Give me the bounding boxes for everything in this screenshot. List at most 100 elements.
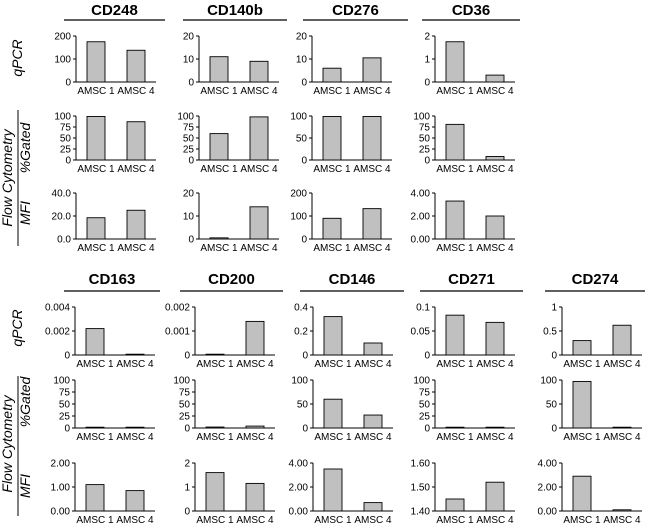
x-tick-label: AMSC 1 — [314, 515, 352, 526]
bar-amsc-1 — [86, 115, 106, 161]
y-tick-label: 10 — [183, 212, 195, 223]
y-tick-label: 0 — [424, 351, 430, 362]
x-tick-label: AMSC 4 — [476, 515, 514, 526]
x-tick-label: AMSC 4 — [354, 359, 392, 370]
y-tick-label: 0 — [301, 78, 307, 89]
x-tick-label: AMSC 4 — [240, 243, 278, 254]
x-tick-label: AMSC 1 — [196, 359, 234, 370]
x-tick-label: AMSC 1 — [77, 243, 115, 254]
y-tick-label: 0 — [184, 507, 190, 518]
y-tick-label: 0 — [302, 351, 308, 362]
panel-cd146-gated: 0 50 100 AMSC 1 AMSC 4 — [291, 376, 393, 443]
bar-amsc-4 — [126, 209, 146, 240]
y-tick-label: 0 — [65, 156, 71, 167]
panel-cd200-mfi: 0 1 2 AMSC 1 AMSC 4 — [184, 459, 275, 526]
panel-cd274-mfi: 0.00 2.00 4.00 AMSC 1 AMSC 4 — [538, 459, 642, 526]
y-tick-label: 75 — [183, 123, 195, 134]
y-tick-label: 100 — [290, 112, 307, 123]
x-tick-label: AMSC 4 — [236, 432, 274, 443]
bar-amsc-1 — [85, 328, 105, 356]
y-tick-label: 0 — [64, 351, 70, 362]
y-tick-label: 50 — [546, 400, 558, 411]
y-tick-label: 2.00 — [411, 212, 431, 223]
row-label-mfi-top: MFI — [17, 201, 33, 225]
panel-cd146-qpcr: 0 0.2 0.4 AMSC 1 AMSC 4 — [294, 303, 393, 370]
bar-amsc-4 — [485, 426, 505, 429]
panel-cd274-gated: 0 50 100 AMSC 1 AMSC 4 — [540, 376, 642, 443]
bar-amsc-1 — [85, 426, 105, 429]
bar-amsc-1 — [445, 314, 465, 356]
bar-amsc-1 — [572, 380, 592, 429]
y-tick-label: 4.00 — [538, 459, 558, 470]
bar-amsc-1 — [445, 41, 465, 83]
y-tick-label: 0.002 — [165, 303, 190, 314]
y-tick-label: 50 — [179, 400, 191, 411]
x-tick-label: AMSC 1 — [436, 243, 474, 254]
x-tick-label: AMSC 4 — [603, 432, 641, 443]
x-tick-label: AMSC 1 — [200, 86, 238, 97]
y-tick-label: 0.4 — [294, 303, 308, 314]
x-tick-label: AMSC 4 — [117, 164, 155, 175]
header-cd271: CD271 — [448, 271, 495, 288]
bar-amsc-4 — [612, 324, 632, 356]
bar-amsc-4 — [363, 414, 383, 429]
y-tick-label: 4.00 — [411, 189, 431, 200]
x-tick-label: AMSC 1 — [196, 432, 234, 443]
bar-amsc-4 — [249, 60, 269, 83]
y-tick-label: 75 — [179, 388, 191, 399]
y-tick-label: 10 — [296, 55, 308, 66]
y-tick-label: 200 — [290, 189, 307, 200]
bar-amsc-4 — [363, 502, 383, 512]
y-tick-label: 0 — [64, 424, 70, 435]
bar-amsc-4 — [245, 482, 265, 512]
bar-amsc-4 — [485, 215, 505, 240]
x-tick-label: AMSC 1 — [563, 432, 601, 443]
panel-cd36-qpcr: 0 1 2 AMSC 1 AMSC 4 — [424, 32, 515, 97]
x-tick-label: AMSC 1 — [77, 86, 115, 97]
x-tick-label: AMSC 4 — [236, 359, 274, 370]
y-tick-label: 0 — [184, 351, 190, 362]
y-tick-label: 100 — [290, 212, 307, 223]
x-tick-label: AMSC 4 — [603, 515, 641, 526]
x-tick-label: AMSC 4 — [353, 164, 391, 175]
y-tick-label: 0.2 — [294, 327, 308, 338]
bar-amsc-1 — [322, 67, 342, 83]
y-tick-label: 25 — [419, 412, 431, 423]
header-cd146: CD146 — [329, 271, 376, 288]
y-tick-label: 20 — [183, 189, 195, 200]
x-tick-label: AMSC 4 — [236, 515, 274, 526]
x-tick-label: AMSC 4 — [116, 359, 154, 370]
x-tick-label: AMSC 4 — [476, 432, 514, 443]
y-tick-label: 75 — [419, 388, 431, 399]
y-tick-label: 0.0 — [57, 235, 71, 246]
row-label-qpcr-top: qPCR — [9, 39, 25, 76]
y-tick-label: 1 — [184, 483, 190, 494]
x-tick-label: AMSC 1 — [200, 243, 238, 254]
bar-amsc-4 — [126, 121, 146, 161]
y-tick-label: 10 — [183, 55, 195, 66]
row-label-flow-bottom: Flow Cytometry — [0, 394, 15, 492]
x-tick-label: AMSC 4 — [476, 359, 514, 370]
row-label-mfi-bottom: MFI — [17, 474, 33, 498]
bar-amsc-1 — [322, 115, 342, 161]
y-tick-label: 50 — [297, 400, 309, 411]
x-tick-label: AMSC 4 — [117, 243, 155, 254]
y-tick-label: 0 — [424, 424, 430, 435]
x-tick-label: AMSC 4 — [116, 432, 154, 443]
row-label-gated-bottom: %Gated — [17, 375, 33, 427]
x-tick-label: AMSC 1 — [314, 432, 352, 443]
y-tick-label: 100 — [173, 376, 190, 387]
bar-amsc-4 — [362, 57, 382, 83]
x-tick-label: AMSC 1 — [313, 243, 351, 254]
panel-cd163-qpcr: 0 0.002 0.004 AMSC 1 AMSC 4 — [45, 303, 155, 370]
bar-amsc-4 — [249, 116, 269, 161]
x-tick-label: AMSC 1 — [436, 164, 474, 175]
header-cd163: CD163 — [89, 271, 136, 288]
x-tick-label: AMSC 4 — [117, 86, 155, 97]
y-tick-label: 1.00 — [51, 483, 71, 494]
row-label-flow-top: Flow Cytometry — [0, 128, 15, 226]
